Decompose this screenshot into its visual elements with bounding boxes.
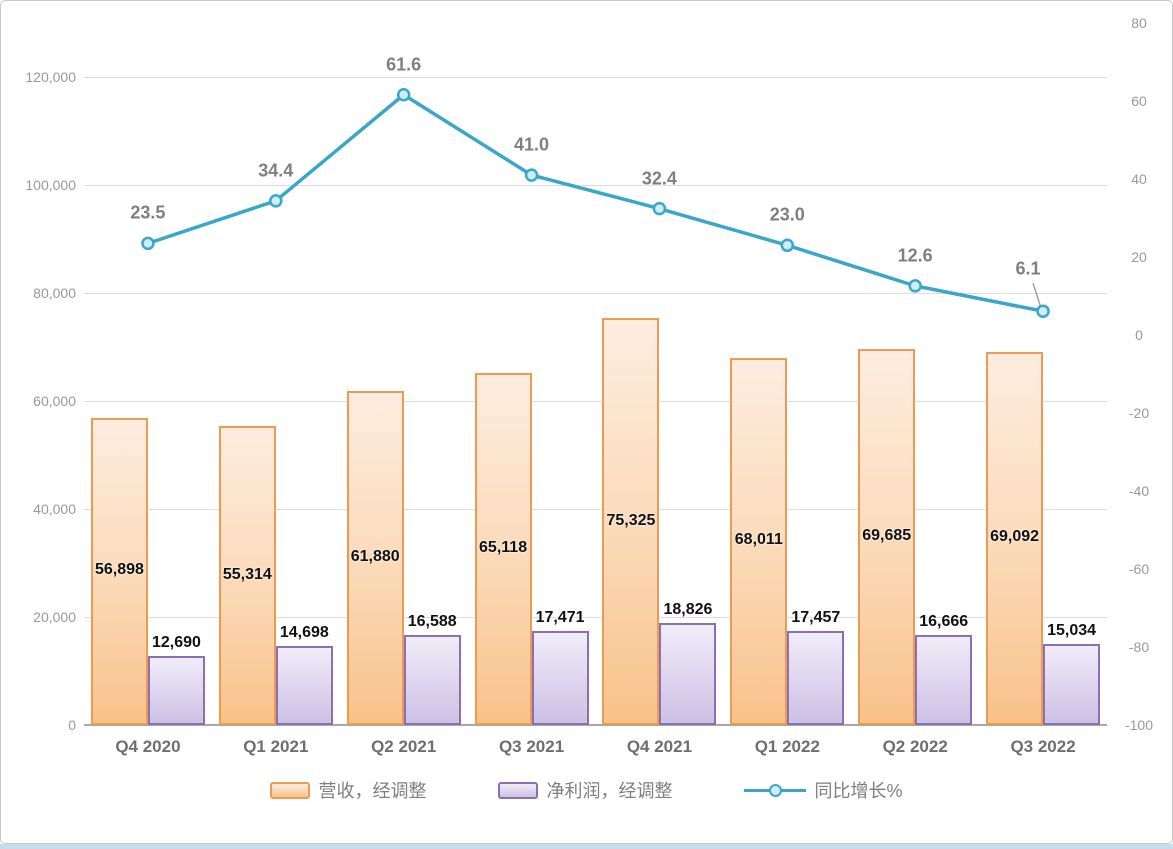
revenue-value-label: 75,325 <box>606 511 656 529</box>
right-axis-tick-label: -60 <box>1128 561 1150 577</box>
growth-point-marker <box>396 88 411 102</box>
category-label: Q2 2022 <box>882 737 948 756</box>
profit-swatch-icon <box>498 781 539 799</box>
legend-item-profit: 净利润，经调整 <box>498 777 672 803</box>
revenue-value-label: 69,685 <box>862 526 912 544</box>
revenue-value-label: 69,092 <box>990 528 1040 546</box>
growth-value-label: 23.5 <box>130 202 166 223</box>
growth-point-marker <box>269 194 283 208</box>
profit-bar <box>147 656 205 725</box>
right-axis-tick-label: -40 <box>1128 483 1150 499</box>
right-axis-tick-label: -80 <box>1128 639 1150 655</box>
category-label: Q1 2022 <box>754 737 820 756</box>
profit-value-label: 16,588 <box>407 613 457 631</box>
growth-value-label: 12.6 <box>897 245 933 266</box>
profit-value-label: 12,690 <box>151 634 201 652</box>
left-axis-tick-label: 80,000 <box>33 285 76 301</box>
profit-value-label: 16,666 <box>919 613 969 630</box>
right-axis-tick-label: 80 <box>1131 15 1147 31</box>
revenue-bar <box>730 357 788 725</box>
revenue-bar <box>90 417 148 725</box>
revenue-bar <box>218 426 276 725</box>
growth-value-label: 61.6 <box>386 54 422 75</box>
category-label: Q4 2021 <box>626 737 693 756</box>
right-axis-tick-label: 40 <box>1131 171 1147 187</box>
profit-bar <box>659 623 717 725</box>
category-label: Q3 2021 <box>498 737 565 756</box>
gridline <box>84 401 1107 402</box>
right-axis-tick-label: 0 <box>1135 327 1143 343</box>
revenue-value-label: 68,011 <box>734 531 783 549</box>
x-axis-line <box>84 724 1107 726</box>
legend-label-growth: 同比增长% <box>814 781 903 801</box>
revenue-bar <box>858 348 916 725</box>
left-axis-tick-label: 100,000 <box>25 177 76 193</box>
growth-value-label: 34.4 <box>258 160 294 181</box>
right-axis-tick-label: -100 <box>1124 717 1154 733</box>
gridline <box>84 293 1107 294</box>
growth-line-chart <box>141 88 1050 318</box>
legend-label-profit: 净利润，经调整 <box>546 781 673 801</box>
gridline <box>84 185 1107 186</box>
growth-value-label: 23.0 <box>769 204 805 225</box>
gridline <box>84 509 1107 510</box>
gridline <box>84 617 1107 618</box>
category-label: Q2 2021 <box>371 737 437 756</box>
right-axis-tick-label: 20 <box>1131 249 1147 265</box>
revenue-value-label: 65,118 <box>479 539 528 557</box>
profit-value-label: 17,457 <box>791 608 841 626</box>
growth-point-marker <box>652 201 667 216</box>
callout-leader-line <box>1032 282 1041 306</box>
growth-value-label: 6.1 <box>1015 258 1041 279</box>
plot-area: 56,898 12,690 55,314 14,698 61,880 16,588 65,1… <box>84 23 1107 726</box>
revenue-value-label: 55,314 <box>222 565 272 583</box>
left-axis-tick-label: 120,000 <box>25 69 76 85</box>
growth-value-label: 41.0 <box>514 134 550 155</box>
legend: 营收，经调整 净利润，经调整 同比增长% <box>0 774 1173 806</box>
revenue-swatch-icon <box>270 781 311 799</box>
revenue-bar <box>474 373 532 725</box>
category-label: Q1 2021 <box>243 737 309 756</box>
profit-bar <box>403 635 461 725</box>
left-axis-tick-label: 20,000 <box>33 609 76 625</box>
bottom-strip <box>0 844 1173 849</box>
category-label: Q3 2022 <box>1010 737 1076 756</box>
profit-value-label: 14,698 <box>279 623 329 641</box>
legend-label-revenue: 营收，经调整 <box>318 781 427 801</box>
growth-value-label: 32.4 <box>641 168 677 189</box>
gridline <box>84 77 1107 78</box>
growth-point-marker <box>908 279 922 293</box>
revenue-bar <box>602 318 660 725</box>
profit-value-label: 18,826 <box>663 601 713 619</box>
revenue-bar <box>346 390 404 725</box>
category-label: Q4 2020 <box>115 737 181 756</box>
right-axis-tick-label: -20 <box>1128 405 1150 421</box>
revenue-bar <box>986 351 1044 725</box>
profit-bar <box>1043 643 1101 725</box>
growth-point-marker <box>780 238 795 253</box>
revenue-value-label: 56,898 <box>94 561 144 579</box>
growth-point-marker <box>1036 304 1050 318</box>
profit-bar <box>275 645 333 725</box>
growth-point-marker <box>524 168 539 182</box>
profit-value-label: 17,471 <box>535 608 585 626</box>
revenue-value-label: 61,880 <box>350 547 400 565</box>
profit-bar <box>787 630 845 725</box>
legend-item-revenue: 营收，经调整 <box>270 777 426 803</box>
profit-bar <box>915 635 973 725</box>
growth-point-marker <box>141 236 155 251</box>
profit-value-label: 15,034 <box>1047 621 1097 639</box>
right-axis-tick-label: 60 <box>1131 93 1147 109</box>
growth-line-marker-icon <box>744 783 807 797</box>
legend-item-growth: 同比增长% <box>744 777 903 803</box>
growth-line <box>147 93 1044 313</box>
left-axis-tick-label: 0 <box>68 717 76 733</box>
profit-bar <box>531 630 589 725</box>
left-axis-tick-label: 60,000 <box>33 393 76 409</box>
left-axis-tick-label: 40,000 <box>33 501 76 517</box>
